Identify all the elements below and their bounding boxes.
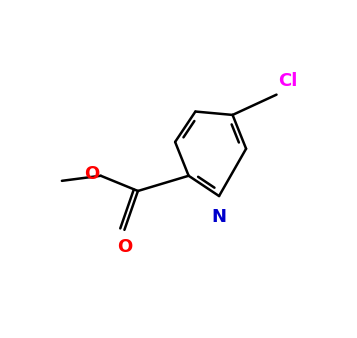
Text: Cl: Cl xyxy=(278,72,298,90)
Text: N: N xyxy=(212,208,227,226)
Text: O: O xyxy=(117,238,132,256)
Text: O: O xyxy=(84,165,99,183)
